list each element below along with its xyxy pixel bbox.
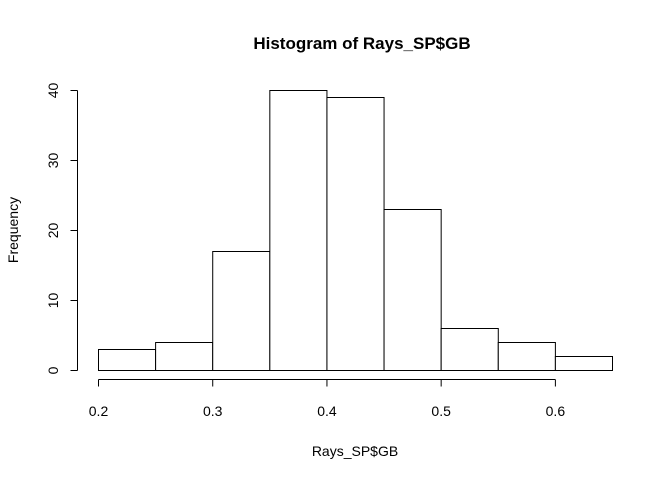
x-tick-label: 0.5 (431, 403, 451, 419)
histogram-bar (383, 209, 442, 371)
histogram-bar (440, 328, 499, 371)
histogram-bar (98, 349, 157, 371)
x-tick-label: 0.3 (203, 403, 223, 419)
histogram-bar (326, 97, 385, 371)
histogram-bar (554, 356, 614, 371)
y-tick-label: 40 (45, 83, 61, 99)
x-axis: 0.2 0.3 0.4 0.5 0.6 (89, 379, 566, 419)
chart-title: Histogram of Rays_SP$GB (253, 34, 470, 53)
x-tick-label: 0.2 (89, 403, 109, 419)
y-tick-label: 20 (45, 223, 61, 239)
histogram-bar (269, 90, 328, 371)
x-tick-label: 0.4 (317, 403, 337, 419)
histogram-bar (155, 342, 214, 371)
x-axis-label: Rays_SP$GB (312, 443, 398, 459)
y-tick-label: 30 (45, 153, 61, 169)
histogram-bar (497, 342, 556, 371)
bars-group (98, 90, 614, 371)
x-tick-label: 0.6 (546, 403, 566, 419)
y-axis: 0 10 20 30 40 (45, 83, 78, 374)
y-tick-label: 0 (45, 366, 61, 374)
histogram-bar (212, 251, 271, 371)
y-tick-label: 10 (45, 293, 61, 309)
y-axis-label: Frequency (5, 197, 21, 263)
